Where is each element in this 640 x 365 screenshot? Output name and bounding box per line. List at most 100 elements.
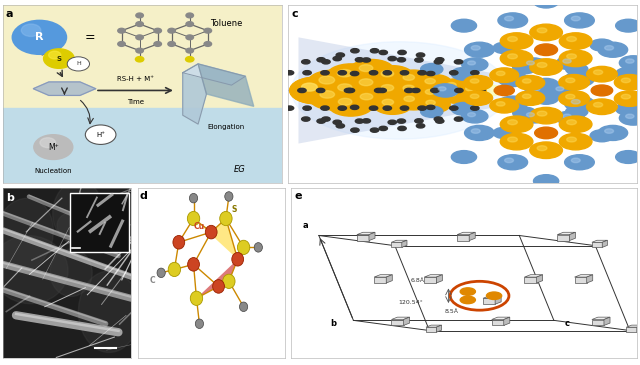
Circle shape [464, 91, 493, 105]
Circle shape [516, 91, 545, 105]
Circle shape [590, 130, 614, 142]
Circle shape [493, 127, 515, 139]
Circle shape [557, 56, 584, 70]
Circle shape [497, 71, 505, 76]
Polygon shape [483, 298, 495, 304]
Circle shape [168, 28, 175, 33]
Circle shape [44, 49, 74, 68]
Circle shape [530, 107, 563, 124]
Ellipse shape [0, 236, 68, 304]
Circle shape [186, 22, 193, 26]
Circle shape [451, 19, 477, 32]
Circle shape [351, 72, 359, 76]
Polygon shape [374, 277, 387, 283]
Circle shape [534, 127, 557, 139]
Circle shape [189, 193, 198, 203]
Circle shape [418, 85, 451, 103]
Circle shape [157, 268, 165, 278]
Text: 6.8Å: 6.8Å [410, 278, 424, 283]
Circle shape [321, 71, 329, 75]
Text: RS-H + M⁺: RS-H + M⁺ [117, 76, 154, 82]
Circle shape [508, 36, 517, 42]
Ellipse shape [50, 249, 92, 296]
Text: M⁺: M⁺ [48, 143, 59, 151]
Circle shape [415, 58, 423, 62]
Polygon shape [298, 37, 490, 143]
Circle shape [136, 13, 143, 18]
Ellipse shape [291, 42, 508, 139]
Circle shape [136, 48, 143, 53]
Circle shape [508, 54, 517, 59]
Polygon shape [387, 275, 392, 283]
Text: c: c [564, 319, 569, 328]
Circle shape [225, 192, 233, 201]
Circle shape [223, 274, 235, 288]
Circle shape [344, 88, 353, 93]
Circle shape [470, 106, 479, 110]
Circle shape [290, 77, 342, 104]
Circle shape [195, 319, 204, 328]
Circle shape [381, 85, 394, 91]
Circle shape [426, 89, 435, 95]
Circle shape [537, 146, 547, 151]
Circle shape [333, 57, 341, 61]
Circle shape [460, 84, 486, 97]
Circle shape [303, 106, 311, 110]
Polygon shape [369, 232, 375, 241]
Circle shape [621, 94, 630, 99]
Circle shape [490, 99, 518, 113]
Circle shape [374, 88, 383, 93]
Circle shape [205, 225, 217, 239]
Circle shape [477, 88, 485, 93]
Circle shape [12, 20, 67, 55]
Circle shape [605, 46, 614, 50]
Circle shape [333, 120, 341, 124]
Polygon shape [627, 327, 637, 332]
Circle shape [486, 292, 502, 300]
Circle shape [232, 253, 244, 266]
Circle shape [620, 56, 640, 70]
Text: EG: EG [234, 165, 246, 174]
Circle shape [316, 88, 324, 93]
Circle shape [563, 59, 572, 63]
Circle shape [21, 24, 41, 36]
Circle shape [451, 103, 477, 115]
Circle shape [490, 68, 518, 82]
Circle shape [461, 110, 488, 123]
Circle shape [470, 94, 479, 99]
Polygon shape [436, 275, 442, 283]
Circle shape [136, 35, 143, 40]
Circle shape [465, 87, 474, 91]
Circle shape [447, 82, 456, 87]
Circle shape [397, 58, 406, 62]
Circle shape [451, 151, 477, 164]
Circle shape [320, 91, 335, 98]
Circle shape [616, 68, 640, 80]
Polygon shape [374, 275, 392, 277]
Circle shape [49, 51, 61, 59]
Polygon shape [592, 317, 610, 319]
Circle shape [403, 85, 415, 91]
Circle shape [566, 36, 577, 42]
Circle shape [530, 59, 563, 75]
Circle shape [447, 92, 456, 96]
Circle shape [598, 42, 628, 57]
Circle shape [605, 129, 614, 133]
Circle shape [34, 135, 73, 160]
Circle shape [587, 99, 617, 115]
Circle shape [470, 71, 479, 75]
Text: R: R [35, 32, 44, 42]
Circle shape [550, 84, 576, 97]
Circle shape [420, 106, 443, 117]
Text: a: a [6, 9, 13, 19]
Circle shape [522, 79, 531, 83]
Ellipse shape [0, 198, 53, 272]
Circle shape [566, 78, 575, 83]
Polygon shape [404, 317, 410, 326]
Circle shape [425, 78, 435, 84]
Circle shape [471, 46, 480, 50]
Ellipse shape [57, 212, 114, 251]
Circle shape [379, 126, 387, 131]
Circle shape [186, 13, 193, 18]
Circle shape [525, 83, 553, 97]
